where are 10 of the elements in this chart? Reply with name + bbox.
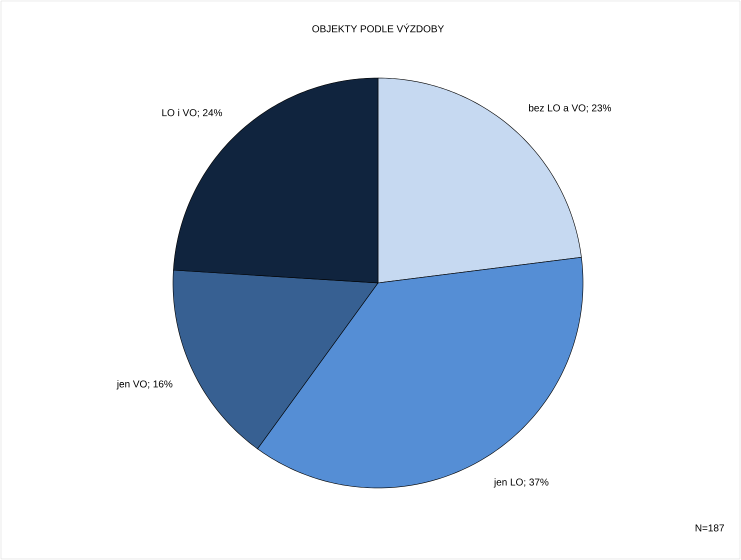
chart-title: OBJEKTY PODLE VÝZDOBY [312,24,444,32]
data-label: ; 23% [586,104,612,113]
data-label: ; 16% [148,380,172,389]
slice-label: bez LO a VO [528,104,586,112]
data-label: ; 24% [198,109,222,118]
text: N=187 [696,524,724,532]
slice-label: jen LO [494,478,523,488]
slice-label: LO i VO [162,108,196,116]
data-label: ; 37% [524,478,548,487]
slice-label: jen VO [116,380,147,390]
